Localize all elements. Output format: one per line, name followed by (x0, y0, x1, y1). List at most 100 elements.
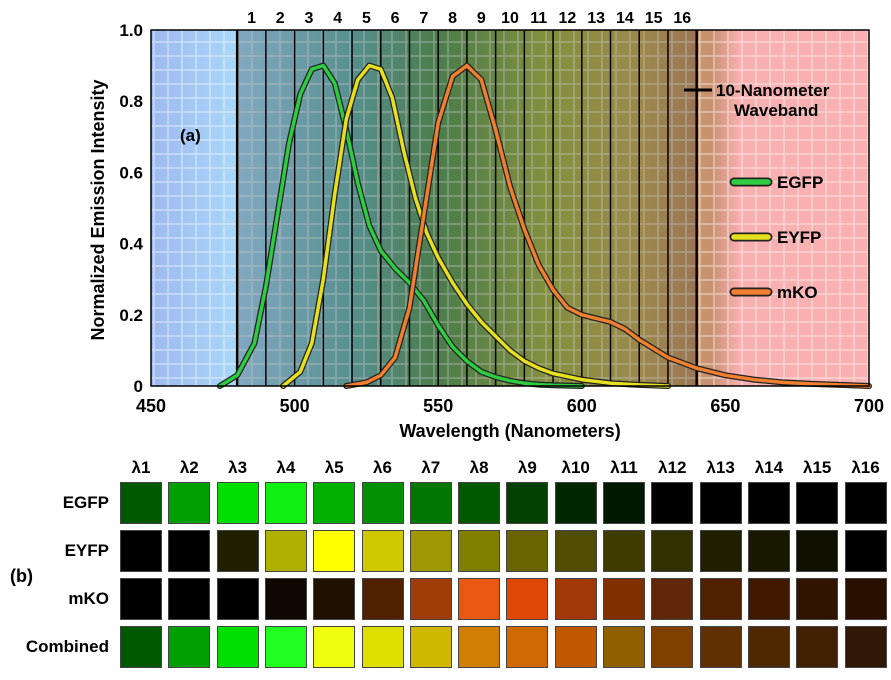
waveband-number: 2 (276, 10, 285, 27)
y-tick-label: 0.8 (119, 92, 143, 111)
swatch-cell (409, 578, 452, 620)
swatch-cell (844, 530, 887, 572)
x-tick-label: 500 (280, 396, 310, 416)
swatch-cell (120, 626, 162, 668)
swatch-cell (603, 530, 645, 572)
swatch-cell (554, 626, 597, 668)
swatch-cell (699, 530, 742, 572)
waveband-number: 15 (645, 10, 663, 27)
legend: EGFP EYFP mKO (729, 173, 823, 302)
swatch-cell (458, 626, 501, 668)
swatch-cell (168, 530, 211, 572)
swatch-cell (458, 530, 501, 572)
swatch-cell (458, 578, 501, 620)
x-tick-label: 450 (136, 396, 166, 416)
waveband-number: 11 (530, 10, 547, 27)
swatch-cell (264, 626, 307, 668)
swatch-cell (747, 626, 790, 668)
x-tick-label: 550 (423, 396, 453, 416)
swatch-cell (844, 626, 887, 668)
wavelength-column-label: λ16 (851, 458, 880, 477)
wavelength-column-label: λ2 (179, 458, 199, 477)
swatch-cell (361, 530, 404, 572)
y-tick-label: 0.6 (119, 163, 143, 182)
swatch-cell (506, 530, 549, 572)
waveband-number: 13 (587, 10, 605, 27)
swatch-cell (120, 482, 162, 524)
legend-entry-eyfp: EYFP (729, 228, 821, 247)
legend-entry-egfp: EGFP (729, 173, 823, 192)
x-axis-label: Wavelength (Nanometers) (399, 421, 620, 441)
y-tick-label: 0.4 (119, 235, 143, 254)
wavelength-column-label: λ5 (324, 458, 344, 477)
waveband-labels: 1 2 3 4 5 6 7 8 9 10 11 12 13 14 15 16 (247, 10, 691, 27)
wavelength-column-label: λ7 (421, 458, 441, 477)
swatch-cell (216, 530, 259, 572)
swatch-cell (651, 578, 694, 620)
swatch-cell (603, 626, 645, 668)
wavelength-column-label: λ8 (469, 458, 489, 477)
y-axis-label: Normalized Emission Intensity (88, 79, 108, 340)
swatch-cell (747, 578, 790, 620)
swatch-cell (216, 578, 259, 620)
swatch-cell (506, 626, 549, 668)
wavelength-column-label: λ14 (754, 458, 784, 477)
swatch-cell (796, 578, 839, 620)
row-label-mko: mKO (68, 589, 109, 608)
swatch-cell (120, 530, 162, 572)
swatch-cell (458, 482, 501, 524)
swatch-cell (264, 578, 307, 620)
swatch-cell (844, 578, 887, 620)
row-label-eyfp: EYFP (64, 541, 109, 560)
y-tick-labels: 0 0.2 0.4 0.6 0.8 1.0 (119, 21, 143, 396)
legend-entry-mko: mKO (729, 283, 818, 302)
swatch-cell (651, 482, 694, 524)
x-tick-label: 700 (854, 396, 884, 416)
swatch-cell (216, 482, 259, 524)
legend-label: mKO (777, 283, 818, 302)
panel-b-label: (b) (10, 566, 33, 586)
legend-label: EGFP (777, 173, 823, 192)
y-tick-label: 1.0 (119, 21, 143, 40)
swatch-cell (120, 578, 162, 620)
waveband-number: 3 (305, 10, 314, 27)
row-label-combined: Combined (25, 637, 109, 656)
wavelength-column-label: λ9 (517, 458, 537, 477)
swatch-cell (747, 530, 790, 572)
swatch-cell (796, 626, 839, 668)
swatch-cell (554, 482, 597, 524)
swatch-cell (651, 530, 694, 572)
waveband-lines (235, 30, 698, 386)
swatch-cell (651, 626, 694, 668)
legend-label: EYFP (777, 228, 821, 247)
waveband-number: 8 (448, 10, 457, 27)
x-tick-labels: 450 500 550 600 650 700 (136, 396, 884, 416)
swatch-cell (409, 530, 452, 572)
wavelength-column-label: λ6 (373, 458, 392, 477)
swatch-cell (168, 578, 211, 620)
waveband-number: 16 (673, 10, 691, 27)
swatch-cell (313, 626, 356, 668)
plot-area: 1 2 3 4 5 6 7 8 9 10 11 12 13 14 15 16 (150, 10, 872, 389)
swatch-cell (313, 530, 356, 572)
waveband-annotation-line1: 10-Nanometer (716, 81, 830, 100)
waveband-number: 10 (501, 10, 519, 27)
waveband-annotation: 10-Nanometer Waveband (684, 81, 830, 120)
swatch-cell (603, 578, 645, 620)
wavelength-column-label: λ11 (610, 458, 638, 477)
swatch-cell (361, 626, 404, 668)
x-tick-label: 650 (710, 396, 740, 416)
y-tick-label: 0 (134, 377, 143, 396)
swatch-cell (409, 482, 452, 524)
series-lines (216, 62, 872, 389)
swatch-cell (313, 578, 356, 620)
wavelength-column-label: λ15 (803, 458, 832, 477)
series-line-eyfp (281, 63, 670, 388)
series-line-mko (344, 63, 871, 388)
waveband-number: 9 (477, 10, 486, 27)
swatch-cell (216, 626, 259, 668)
swatch-cell (168, 626, 211, 668)
swatch-cell (409, 626, 452, 668)
swatch-cell (506, 482, 549, 524)
